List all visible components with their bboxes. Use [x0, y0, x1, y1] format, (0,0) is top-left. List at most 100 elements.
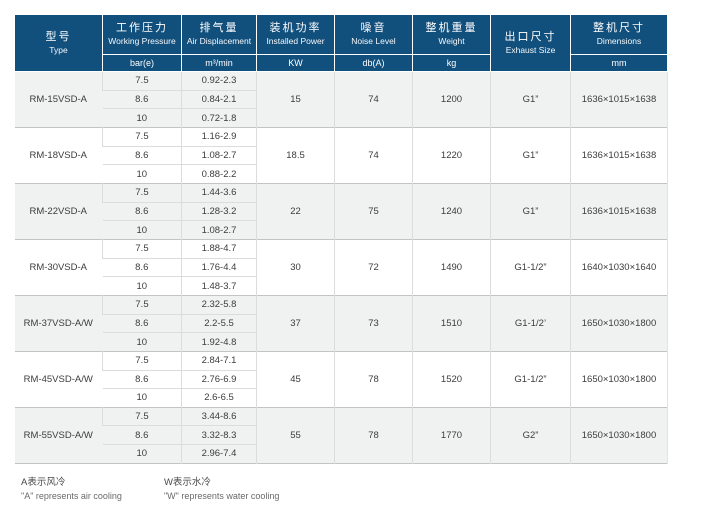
unit-weight: kg	[412, 54, 491, 72]
footnote-water-cooling-zh: W表示水冷	[163, 477, 211, 488]
model-type: RM-55VSD-A/W	[23, 429, 93, 441]
pressure-value: 7.5	[102, 407, 182, 426]
pressure-value: 8.6	[102, 257, 182, 277]
weight-value: 1200	[412, 71, 491, 128]
col-header-installed-power: 装机功率 Installed Power	[256, 14, 335, 55]
model-type: RM-45VSD-A/W	[23, 373, 93, 385]
col-header-type-zh: 型号	[45, 30, 72, 43]
displacement-value: 0.88-2.2	[181, 164, 257, 184]
power-value: 15	[256, 71, 335, 128]
col-header-working-pressure-en: Working Pressure	[108, 36, 176, 47]
weight-value: 1240	[412, 183, 491, 240]
displacement-value: 2.96-7.4	[181, 444, 257, 464]
col-header-working-pressure: 工作压力 Working Pressure	[102, 14, 182, 55]
model-group-rm-22vsd-a: RM-22VSD-A 7.5 1.44-3.6 22 75 1240 G1” 1…	[14, 183, 668, 240]
col-header-installed-power-en: Installed Power	[266, 36, 325, 47]
col-header-noise-level-en: Noise Level	[351, 36, 396, 47]
dimensions-value: 1650×1030×1800	[570, 351, 668, 408]
col-header-exhaust-size-zh: 出口尺寸	[504, 30, 557, 43]
unit-noise: db(A)	[334, 54, 413, 72]
header-units-row: bar(e) m³/min KW db(A) kg mm	[15, 54, 668, 72]
table-row: RM-30VSD-A 7.5 1.88-4.7 30 72 1490 G1-1/…	[15, 239, 668, 296]
table-row: 10 2.96-7.4	[15, 444, 668, 464]
table-row: 10 2.6-6.5	[15, 388, 668, 408]
noise-value: 74	[334, 127, 413, 184]
model-type: RM-18VSD-A	[29, 149, 88, 161]
col-header-noise-level-zh: 噪音	[360, 22, 387, 35]
table-row: 10 1.48-3.7	[15, 276, 668, 296]
unit-displacement: m³/min	[181, 54, 257, 72]
pressure-value: 7.5	[102, 127, 182, 147]
table-row: 10 0.72-1.8	[15, 108, 668, 128]
model-type: RM-37VSD-A/W	[23, 317, 93, 329]
col-header-dimensions-en: Dimensions	[596, 36, 642, 47]
pressure-value: 7.5	[102, 183, 182, 203]
col-header-air-displacement-zh: 排气量	[199, 22, 239, 35]
table-row: RM-45VSD-A/W 7.5 2.84-7.1 45 78 1520 G1-…	[15, 351, 668, 408]
dimensions-value: 1650×1030×1800	[570, 407, 668, 464]
pressure-value: 10	[102, 220, 182, 240]
displacement-value: 0.92-2.3	[181, 71, 257, 91]
header-title-row: 型号 Type 工作压力 Working Pressure 排气量 Air Di…	[14, 14, 668, 72]
power-value: 55	[256, 407, 335, 464]
displacement-value: 1.88-4.7	[181, 239, 257, 259]
col-header-weight: 整机重量 Weight	[412, 14, 491, 55]
pressure-value: 8.6	[102, 425, 182, 445]
model-group-rm-45vsd-a-w: RM-45VSD-A/W 7.5 2.84-7.1 45 78 1520 G1-…	[14, 351, 668, 408]
displacement-value: 1.16-2.9	[181, 127, 257, 147]
displacement-value: 1.44-3.6	[181, 183, 257, 203]
exhaust-size-value: G1”	[490, 71, 571, 128]
noise-value: 78	[334, 407, 413, 464]
exhaust-size-value: G1-1/2’	[490, 295, 571, 352]
col-header-weight-zh: 整机重量	[425, 22, 478, 35]
weight-value: 1520	[412, 351, 491, 408]
pressure-value: 8.6	[102, 313, 182, 333]
unit-power: KW	[256, 54, 335, 72]
footnote-air-cooling-en: "A" represents air cooling	[21, 490, 122, 501]
model-group-rm-18vsd-a: RM-18VSD-A 7.5 1.16-2.9 18.5 74 1220 G1”…	[14, 127, 668, 184]
displacement-value: 0.72-1.8	[181, 108, 257, 128]
model-type: RM-22VSD-A	[29, 205, 88, 217]
pressure-value: 10	[102, 108, 182, 128]
dimensions-value: 1636×1015×1638	[570, 183, 668, 240]
table-row: 8.6 2.76-6.9	[15, 369, 668, 389]
pressure-value: 10	[102, 332, 182, 352]
noise-value: 75	[334, 183, 413, 240]
model-group-rm-15vsd-a: RM-15VSD-A 7.5 0.92-2.3 15 74 1200 G1” 1…	[14, 71, 668, 128]
dimensions-value: 1640×1030×1640	[570, 239, 668, 296]
table-row: 8.6 1.08-2.7	[15, 145, 668, 165]
noise-value: 72	[334, 239, 413, 296]
col-header-type-en: Type	[49, 44, 68, 55]
pressure-value: 7.5	[102, 239, 182, 259]
weight-value: 1220	[412, 127, 491, 184]
table-row: RM-22VSD-A 7.5 1.44-3.6 22 75 1240 G1” 1…	[15, 183, 668, 240]
col-header-air-displacement-en: Air Displacement	[186, 36, 252, 47]
displacement-value: 3.32-8.3	[181, 425, 257, 445]
col-header-working-pressure-zh: 工作压力	[116, 22, 168, 35]
displacement-value: 2.84-7.1	[181, 351, 257, 370]
weight-value: 1770	[412, 407, 491, 464]
noise-value: 74	[334, 71, 413, 128]
model-type: RM-15VSD-A	[29, 93, 88, 105]
pressure-value: 8.6	[102, 145, 182, 165]
specification-table: 型号 Type 工作压力 Working Pressure 排气量 Air Di…	[14, 14, 668, 464]
dimensions-value: 1636×1015×1638	[570, 127, 668, 184]
dimensions-value: 1650×1030×1800	[570, 295, 668, 352]
displacement-value: 1.08-2.7	[181, 220, 257, 240]
footnote-air-cooling: A表示风冷 "A" represents air cooling	[21, 477, 122, 502]
col-header-dimensions: 整机尺寸 Dimensions	[570, 14, 668, 55]
power-value: 45	[256, 351, 335, 408]
displacement-value: 2.6-6.5	[181, 388, 257, 408]
table-row: 10 0.88-2.2	[15, 164, 668, 184]
pressure-value: 10	[102, 388, 182, 408]
unit-dimensions: mm	[570, 54, 668, 72]
noise-value: 78	[334, 351, 413, 408]
displacement-value: 0.84-2.1	[181, 89, 257, 109]
exhaust-size-value: G1”	[490, 183, 571, 240]
weight-value: 1490	[412, 239, 491, 296]
exhaust-size-value: G1”	[490, 127, 571, 184]
displacement-value: 1.92-4.8	[181, 332, 257, 352]
table-row: 8.6 3.32-8.3	[15, 425, 668, 445]
table-row: RM-55VSD-A/W 7.5 3.44-8.6 55 78 1770 G2”…	[15, 407, 668, 464]
